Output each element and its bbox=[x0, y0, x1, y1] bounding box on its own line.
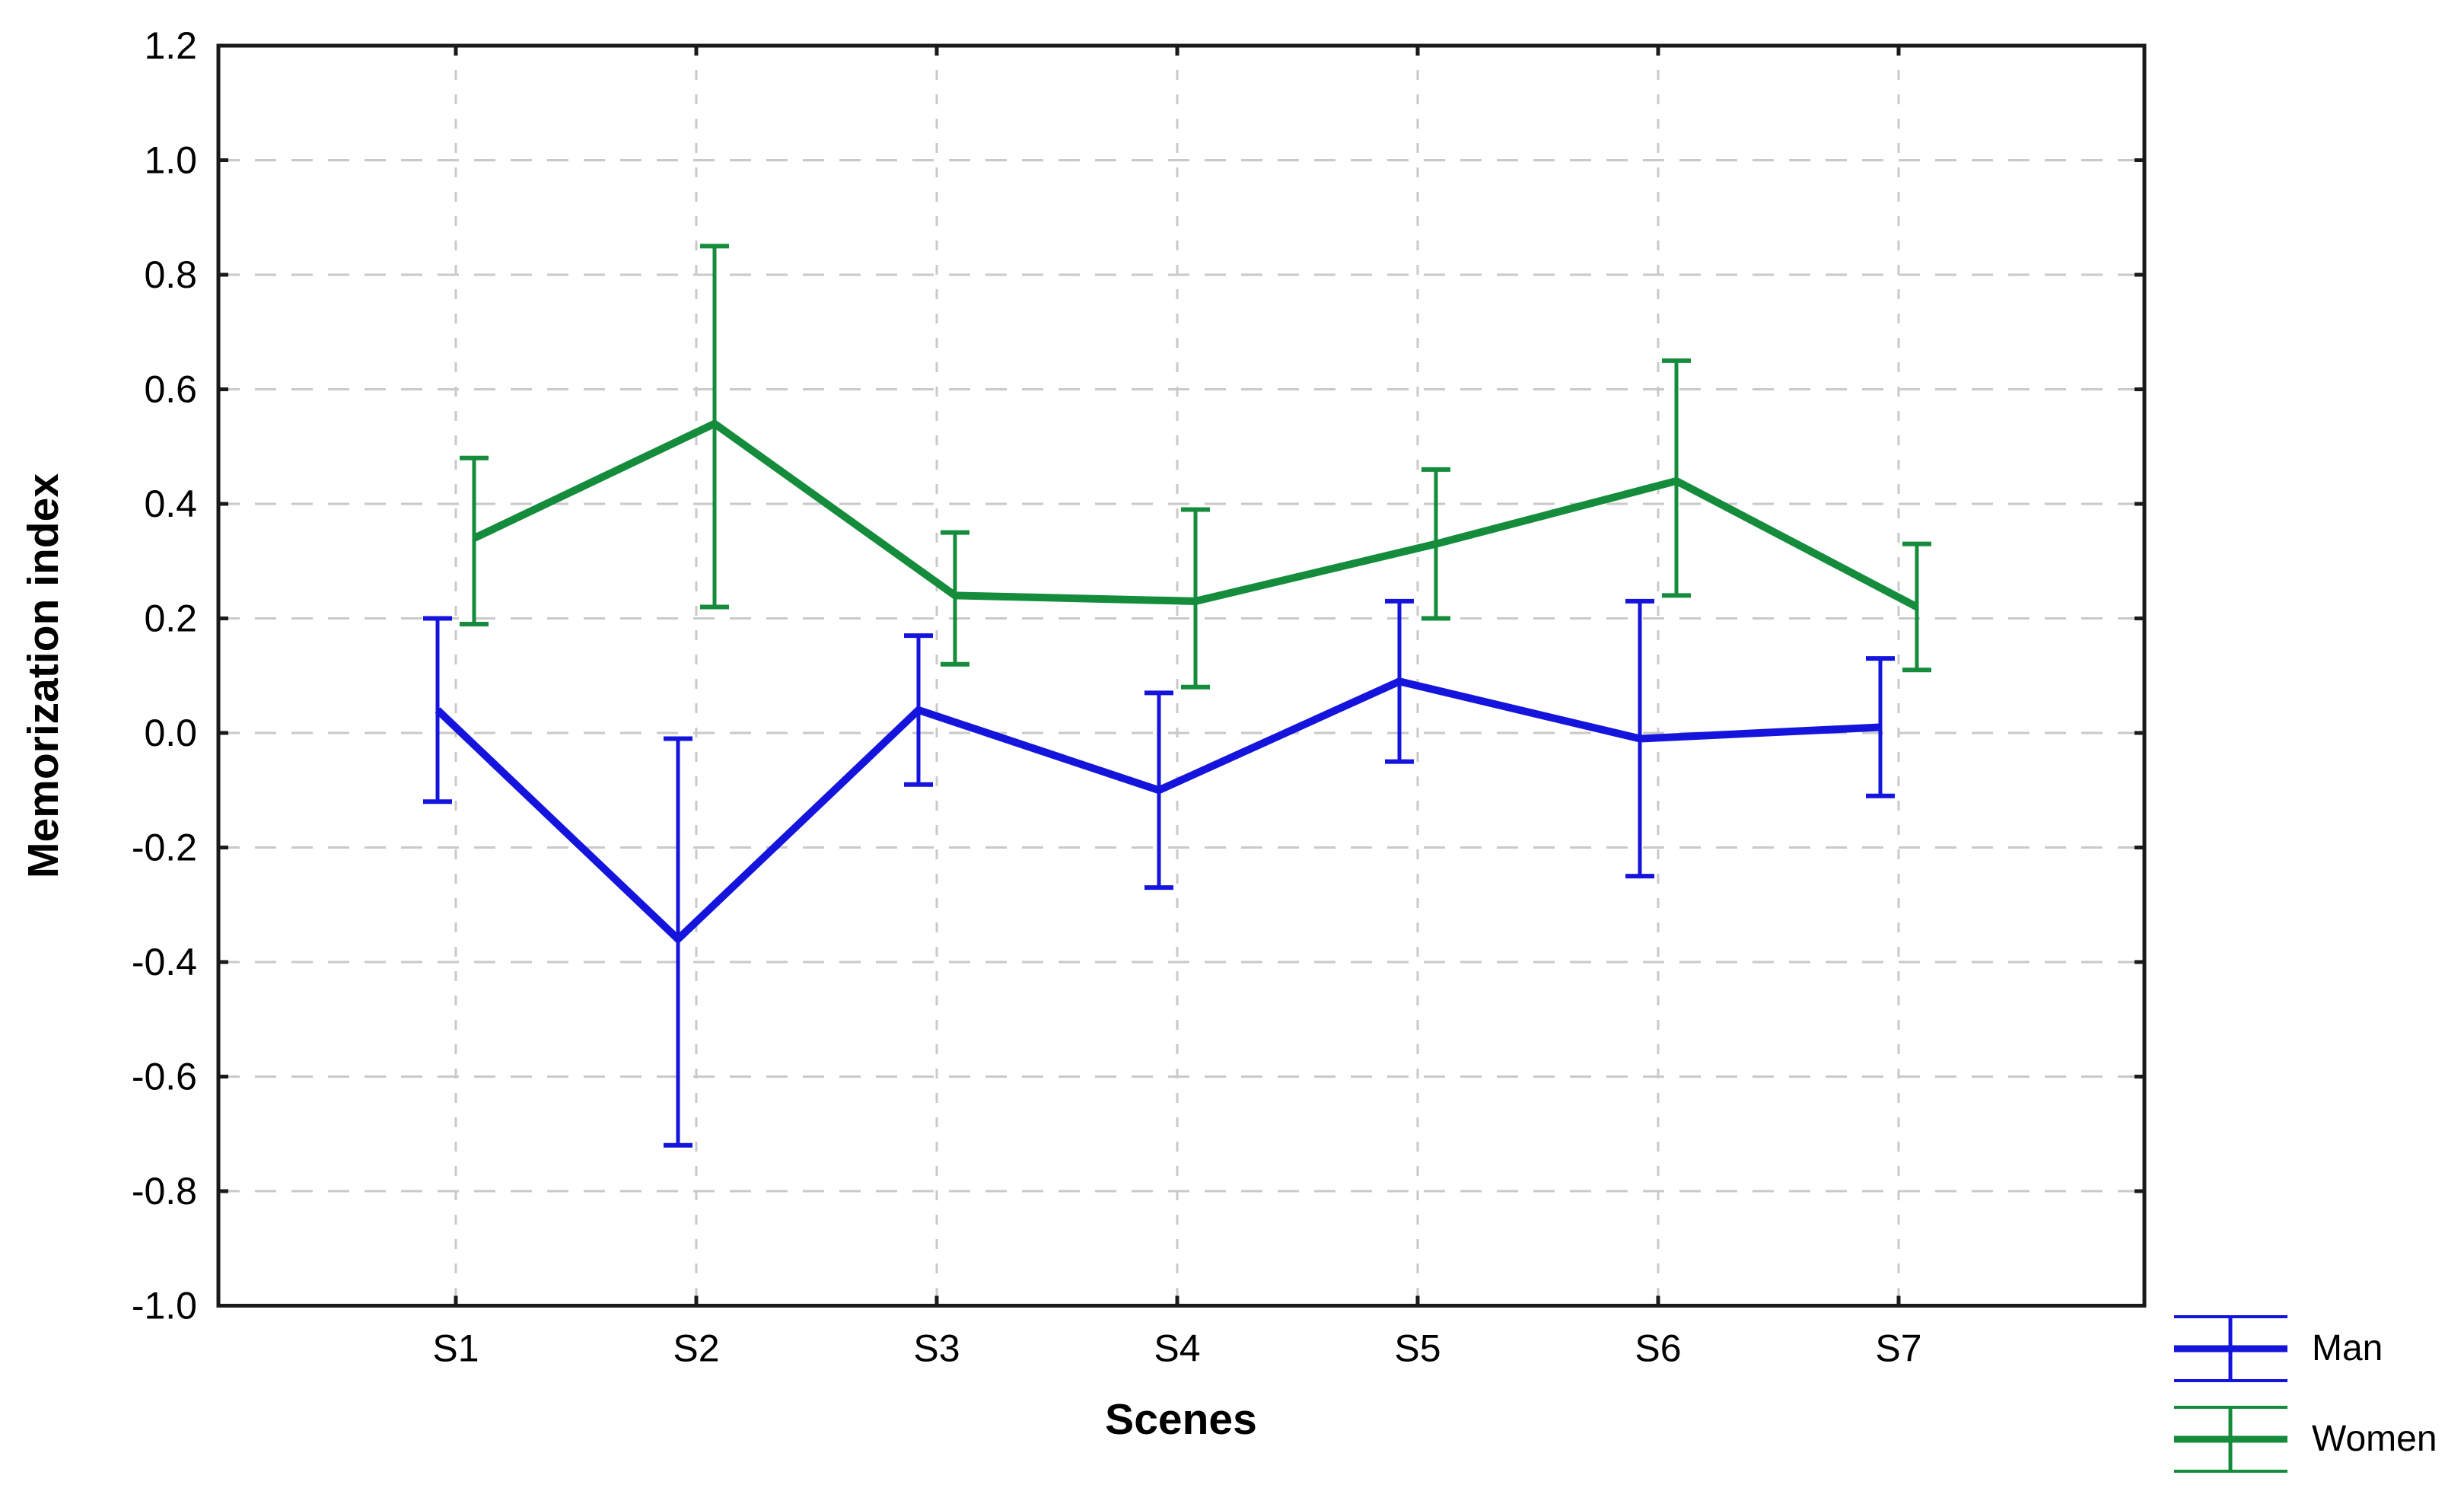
legend-label-women: Women bbox=[2312, 1419, 2437, 1459]
x-tick-label: S3 bbox=[913, 1327, 960, 1370]
series-line-man bbox=[435, 677, 1881, 945]
y-tick-label: -0.8 bbox=[132, 1170, 197, 1212]
x-axis-title: Scenes bbox=[1105, 1395, 1257, 1444]
y-tick-label: -0.4 bbox=[132, 941, 197, 983]
x-tick-label: S2 bbox=[673, 1327, 719, 1370]
x-tick-label: S5 bbox=[1394, 1327, 1441, 1370]
y-tick-label: 1.2 bbox=[144, 24, 197, 67]
legend-item-man: Man bbox=[2173, 1314, 2437, 1384]
y-tick-label: 0.2 bbox=[144, 597, 197, 640]
y-tick-label: 1.0 bbox=[144, 139, 197, 182]
y-tick-label: 0.4 bbox=[144, 483, 197, 525]
legend-item-women: Women bbox=[2173, 1404, 2437, 1474]
x-tick-label: S7 bbox=[1875, 1327, 1921, 1370]
legend: Man Women bbox=[2173, 1314, 2437, 1474]
y-tick-label: -0.6 bbox=[132, 1056, 197, 1098]
y-tick-label: -1.0 bbox=[132, 1285, 197, 1327]
plot-frame bbox=[216, 43, 2147, 1308]
series-line-women bbox=[472, 419, 1919, 610]
y-tick-label: 0.0 bbox=[144, 712, 197, 754]
x-tick-label: S4 bbox=[1154, 1327, 1200, 1370]
man-errorbar-glyph bbox=[2174, 1315, 2287, 1382]
x-tick-label: S1 bbox=[432, 1327, 479, 1370]
y-axis-title: Memorization index bbox=[19, 473, 68, 879]
y-tick-label: -0.2 bbox=[132, 827, 197, 869]
women-errorbar-glyph bbox=[2174, 1406, 2287, 1473]
y-tick-label: 0.6 bbox=[144, 368, 197, 411]
legend-label-man: Man bbox=[2312, 1328, 2383, 1368]
x-tick-label: S6 bbox=[1635, 1327, 1681, 1370]
y-tick-label: 0.8 bbox=[144, 253, 197, 296]
